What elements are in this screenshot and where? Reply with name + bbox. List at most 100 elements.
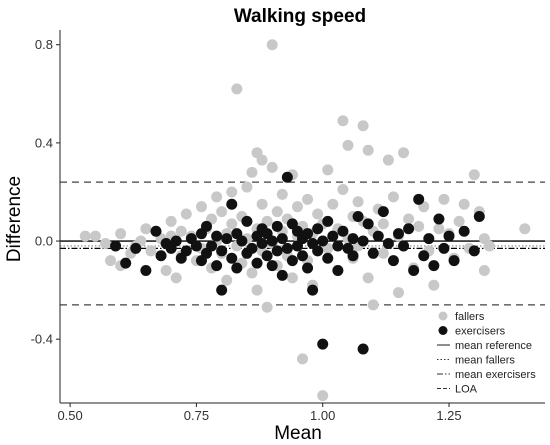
exercisers-point-80 — [408, 264, 420, 276]
x-axis-ticks: 0.50 0.75 1.00 1.25 — [57, 403, 462, 423]
exercisers-point-42 — [276, 269, 288, 281]
fallers-point-14 — [165, 215, 177, 227]
x-tick-label-1: 0.75 — [184, 408, 209, 423]
fallers-point-92 — [377, 218, 389, 230]
legend-label-loa: LOA — [455, 384, 478, 396]
fallers-point-18 — [180, 208, 192, 220]
fallers-point-16 — [175, 225, 187, 237]
fallers-point-31 — [221, 274, 233, 286]
exercisers-point-49 — [297, 250, 308, 262]
fallers-point-0 — [79, 230, 91, 242]
fallers-point-83 — [352, 196, 364, 208]
exercisers-point-44 — [281, 171, 293, 183]
exercisers-point-73 — [372, 230, 384, 242]
exercisers-point-72 — [367, 247, 379, 259]
legend-key-fallers — [438, 311, 448, 321]
fallers-point-49 — [261, 301, 273, 313]
exercisers-points — [110, 171, 485, 355]
exercisers-point-0 — [110, 240, 122, 252]
exercisers-point-89 — [458, 225, 470, 237]
fallers-point-101 — [413, 220, 425, 232]
fallers-point-77 — [337, 115, 349, 127]
x-tick-label-0: 0.50 — [57, 408, 82, 423]
fallers-point-117 — [519, 223, 531, 235]
exercisers-point-61 — [327, 230, 339, 242]
y-tick-label-2: 0.0 — [35, 234, 53, 249]
fallers-point-56 — [276, 188, 288, 200]
exercisers-point-34 — [256, 237, 268, 249]
legend-label-mean-exercisers: mean exercisers — [455, 369, 536, 381]
exercisers-point-40 — [271, 245, 283, 257]
fallers-point-5 — [115, 228, 127, 240]
exercisers-point-58 — [317, 235, 329, 247]
fallers-point-112 — [468, 169, 480, 181]
exercisers-point-86 — [438, 242, 450, 254]
fallers-point-99 — [403, 213, 415, 225]
fallers-point-85 — [357, 120, 369, 132]
exercisers-point-83 — [423, 233, 435, 245]
exercisers-point-17 — [206, 240, 218, 252]
fallers-point-29 — [216, 206, 228, 218]
fallers-point-21 — [195, 201, 207, 213]
exercisers-point-12 — [190, 240, 202, 252]
fallers-point-40 — [246, 267, 258, 279]
exercisers-point-37 — [266, 235, 278, 247]
legend-label-mean-reference: mean reference — [455, 340, 532, 352]
exercisers-point-29 — [241, 215, 253, 227]
fallers-point-98 — [398, 147, 410, 159]
exercisers-point-3 — [140, 264, 152, 276]
exercisers-point-8 — [170, 235, 182, 247]
exercisers-point-76 — [387, 255, 399, 267]
exercisers-point-82 — [418, 250, 430, 262]
fallers-point-94 — [382, 154, 394, 166]
exercisers-point-23 — [226, 198, 238, 210]
y-axis-title: Difference — [4, 176, 25, 262]
fallers-point-35 — [231, 83, 243, 95]
fallers-point-62 — [291, 201, 303, 213]
fallers-point-87 — [362, 272, 374, 284]
exercisers-point-2 — [130, 242, 142, 254]
fallers-point-47 — [256, 154, 268, 166]
fallers-point-70 — [317, 390, 329, 402]
exercisers-point-81 — [413, 193, 425, 205]
exercisers-point-19 — [211, 230, 223, 242]
exercisers-point-38 — [266, 260, 278, 272]
fallers-point-72 — [322, 164, 334, 176]
fallers-point-116 — [483, 240, 495, 252]
fallers-point-105 — [433, 223, 445, 235]
fallers-point-80 — [342, 139, 354, 151]
exercisers-point-52 — [302, 228, 314, 240]
fallers-point-32 — [226, 218, 238, 230]
exercisers-point-41 — [276, 233, 288, 245]
fallers-point-63 — [297, 353, 308, 365]
exercisers-point-85 — [433, 213, 445, 225]
exercisers-point-78 — [398, 240, 410, 252]
exercisers-point-64 — [337, 225, 349, 237]
fallers-point-53 — [271, 206, 283, 218]
fallers-point-51 — [266, 161, 278, 173]
fallers-point-10 — [145, 245, 157, 257]
exercisers-point-84 — [428, 260, 440, 272]
exercisers-point-74 — [377, 206, 389, 218]
exercisers-point-51 — [302, 262, 314, 274]
fallers-point-12 — [160, 264, 172, 276]
exercisers-point-77 — [392, 228, 404, 240]
exercisers-point-1 — [120, 257, 132, 269]
x-tick-label-2: 1.00 — [310, 408, 335, 423]
fallers-point-106 — [438, 193, 450, 205]
exercisers-point-24 — [226, 252, 238, 264]
fallers-point-93 — [377, 247, 389, 259]
exercisers-point-75 — [382, 237, 394, 249]
fallers-point-38 — [241, 181, 253, 193]
exercisers-point-90 — [468, 245, 480, 257]
exercisers-point-69 — [357, 343, 369, 355]
fallers-point-27 — [211, 191, 223, 203]
fallers-point-65 — [302, 193, 314, 205]
exercisers-point-55 — [312, 223, 324, 235]
exercisers-point-60 — [322, 252, 334, 264]
exercisers-point-30 — [246, 242, 258, 254]
fallers-point-69 — [312, 208, 324, 220]
exercisers-point-70 — [357, 235, 369, 247]
fallers-point-60 — [286, 272, 298, 284]
fallers-point-104 — [428, 279, 440, 291]
